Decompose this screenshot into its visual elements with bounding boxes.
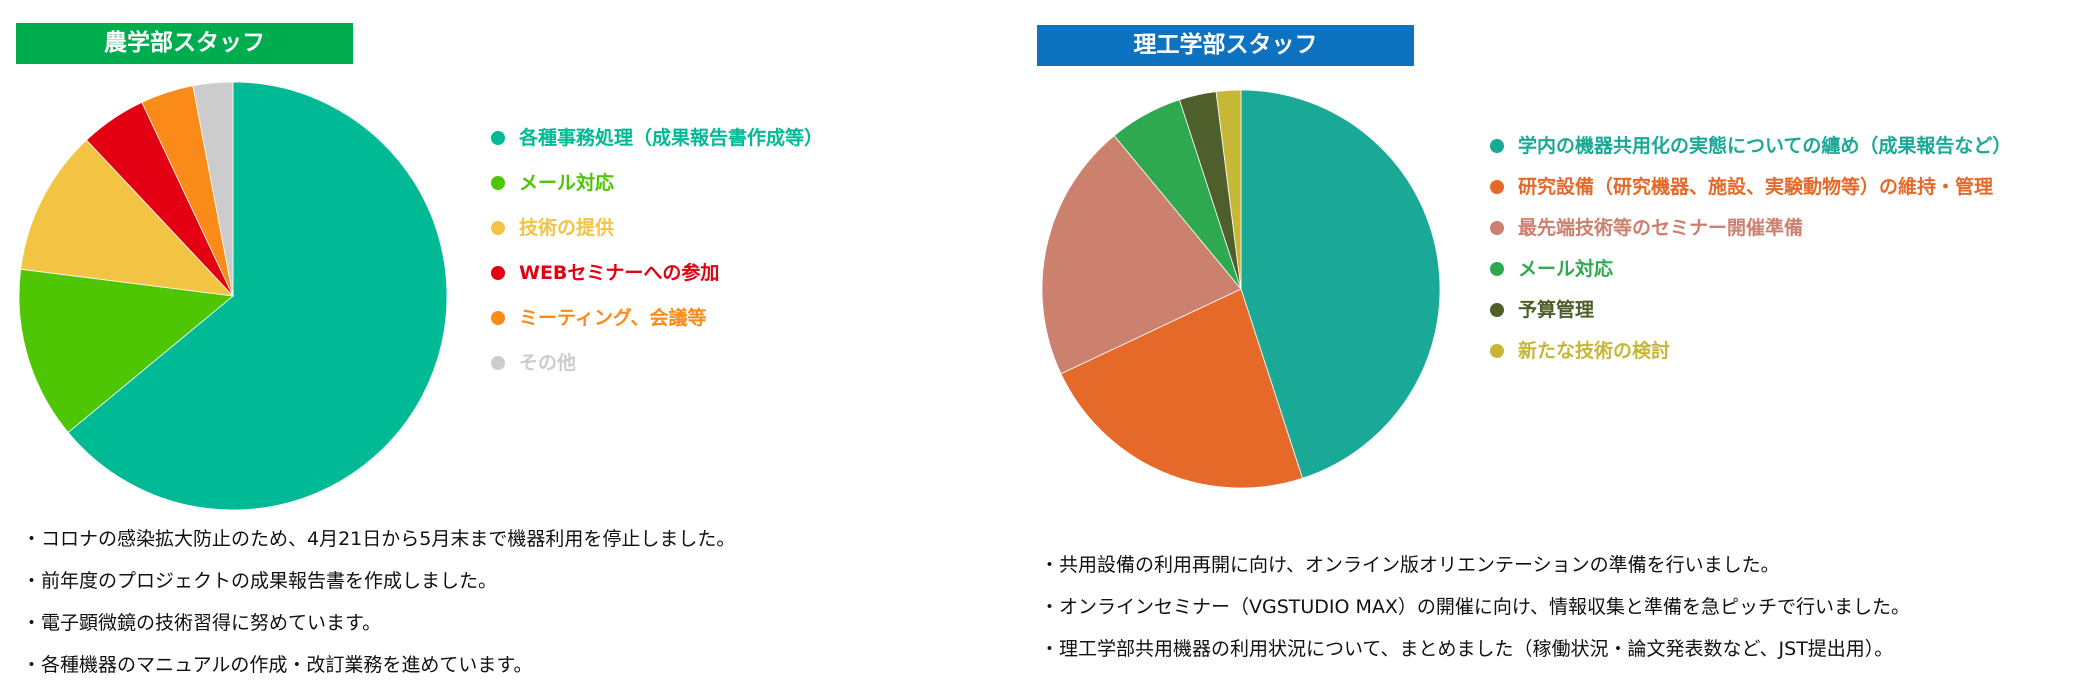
legend-label: 研究設備（研究機器、施設、実験動物等）の維持・管理 bbox=[1518, 176, 1994, 198]
note-line: ・共用設備の利用再開に向け、オンライン版オリエンテーションの準備を行いました。 bbox=[1040, 554, 1780, 576]
legend-label: 学内の機器共用化の実態についての纏め（成果報告など） bbox=[1518, 135, 2012, 157]
legend-label: WEBセミナーへの参加 bbox=[519, 262, 720, 284]
legend-label: その他 bbox=[519, 352, 577, 374]
legend-label: 技術の提供 bbox=[519, 217, 615, 239]
legend-label: 新たな技術の検討 bbox=[1518, 340, 1671, 362]
legend-label: ミーティング、会議等 bbox=[519, 307, 707, 329]
legend-label: メール対応 bbox=[519, 172, 615, 194]
note-line: ・前年度のプロジェクトの成果報告書を作成しました。 bbox=[22, 570, 498, 592]
pie-slice bbox=[1240, 89, 1441, 479]
pie-slice bbox=[1060, 288, 1303, 489]
legend-item: WEBセミナーへの参加 bbox=[491, 251, 823, 296]
legend-label: メール対応 bbox=[1518, 258, 1614, 280]
legend-item: メール対応 bbox=[1490, 249, 2011, 290]
legend-item: 研究設備（研究機器、施設、実験動物等）の維持・管理 bbox=[1490, 167, 2011, 208]
panel-title: 農学部スタッフ bbox=[16, 23, 353, 64]
pie-slice bbox=[192, 81, 234, 297]
legend-label: 予算管理 bbox=[1518, 299, 1595, 321]
legend-item: 学内の機器共用化の実態についての纏め（成果報告など） bbox=[1490, 126, 2011, 167]
legend-marker-icon bbox=[491, 221, 505, 235]
legend-marker-icon bbox=[1490, 303, 1504, 317]
pie-slice bbox=[18, 268, 234, 433]
legend-marker-icon bbox=[1490, 344, 1504, 358]
note-line: ・理工学部共用機器の利用状況について、まとめました（稼働状況・論文発表数など、J… bbox=[1040, 638, 1894, 660]
pie-chart-agriculture bbox=[18, 81, 448, 511]
pie-slice bbox=[1041, 135, 1242, 375]
panel-agriculture: 農学部スタッフ 各種事務処理（成果報告書作成等） メール対応技術の提供 WEBセミナ… bbox=[0, 0, 1040, 700]
note-line: ・各種機器のマニュアルの作成・改訂業務を進めています。 bbox=[22, 654, 533, 676]
legend-marker-icon bbox=[491, 131, 505, 145]
legend-agriculture: 各種事務処理（成果報告書作成等） メール対応技術の提供 WEBセミナーへの参加 ミーテ… bbox=[491, 116, 823, 386]
legend-item: 技術の提供 bbox=[491, 206, 823, 251]
legend-marker-icon bbox=[1490, 139, 1504, 153]
legend-marker-icon bbox=[1490, 262, 1504, 276]
legend-marker-icon bbox=[491, 266, 505, 280]
legend-item: 各種事務処理（成果報告書作成等） bbox=[491, 116, 823, 161]
legend-science-engineering: 学内の機器共用化の実態についての纏め（成果報告など） 研究設備（研究機器、施設、実… bbox=[1490, 126, 2011, 372]
legend-item: メール対応 bbox=[491, 161, 823, 206]
notes-agriculture: ・コロナの感染拡大防止のため、4月21日から5月末まで機器利用を停止しました。・… bbox=[22, 518, 735, 686]
legend-marker-icon bbox=[1490, 180, 1504, 194]
legend-item: 予算管理 bbox=[1490, 290, 2011, 331]
legend-item: ミーティング、会議等 bbox=[491, 296, 823, 341]
note-line: ・電子顕微鏡の技術習得に努めています。 bbox=[22, 612, 382, 634]
note-line: ・オンラインセミナー（VGSTUDIO MAX）の開催に向け、情報収集と準備を急… bbox=[1040, 596, 1910, 618]
pie-slice bbox=[67, 81, 448, 511]
pie-slice bbox=[1215, 89, 1242, 290]
legend-marker-icon bbox=[491, 176, 505, 190]
legend-label: 最先端技術等のセミナー開催準備 bbox=[1518, 217, 1804, 239]
panel-title: 理工学部スタッフ bbox=[1037, 25, 1414, 66]
legend-item: 最先端技術等のセミナー開催準備 bbox=[1490, 208, 2011, 249]
legend-marker-icon bbox=[491, 311, 505, 325]
panel-science-engineering: 理工学部スタッフ 学内の機器共用化の実態についての纏め（成果報告など） 研究設備（… bbox=[1037, 0, 2100, 700]
note-line: ・コロナの感染拡大防止のため、4月21日から5月末まで機器利用を停止しました。 bbox=[22, 528, 736, 550]
legend-marker-icon bbox=[1490, 221, 1504, 235]
legend-item: その他 bbox=[491, 341, 823, 386]
pie-chart-science-engineering bbox=[1041, 89, 1441, 489]
pie-slice bbox=[20, 139, 235, 297]
legend-marker-icon bbox=[491, 356, 505, 370]
legend-label: 各種事務処理（成果報告書作成等） bbox=[519, 127, 824, 149]
legend-item: 新たな技術の検討 bbox=[1490, 331, 2011, 372]
notes-science-engineering: ・共用設備の利用再開に向け、オンライン版オリエンテーションの準備を行いました。・… bbox=[1040, 544, 1910, 670]
